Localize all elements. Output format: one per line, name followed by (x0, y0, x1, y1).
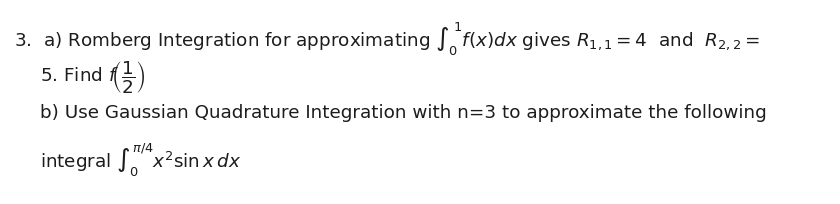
Text: integral $\int_0^{\pi/4} x^2 \sin x\, dx$: integral $\int_0^{\pi/4} x^2 \sin x\, dx… (40, 142, 241, 179)
Text: 3.  a) Romberg Integration for approximating $\int_0^{\,1} f(x)dx$ gives $R_{1,1: 3. a) Romberg Integration for approximat… (14, 21, 760, 58)
Text: b) Use Gaussian Quadrature Integration with n=3 to approximate the following: b) Use Gaussian Quadrature Integration w… (40, 104, 767, 122)
Text: 5. Find $f\!\left(\dfrac{1}{2}\right)$: 5. Find $f\!\left(\dfrac{1}{2}\right)$ (40, 59, 145, 95)
